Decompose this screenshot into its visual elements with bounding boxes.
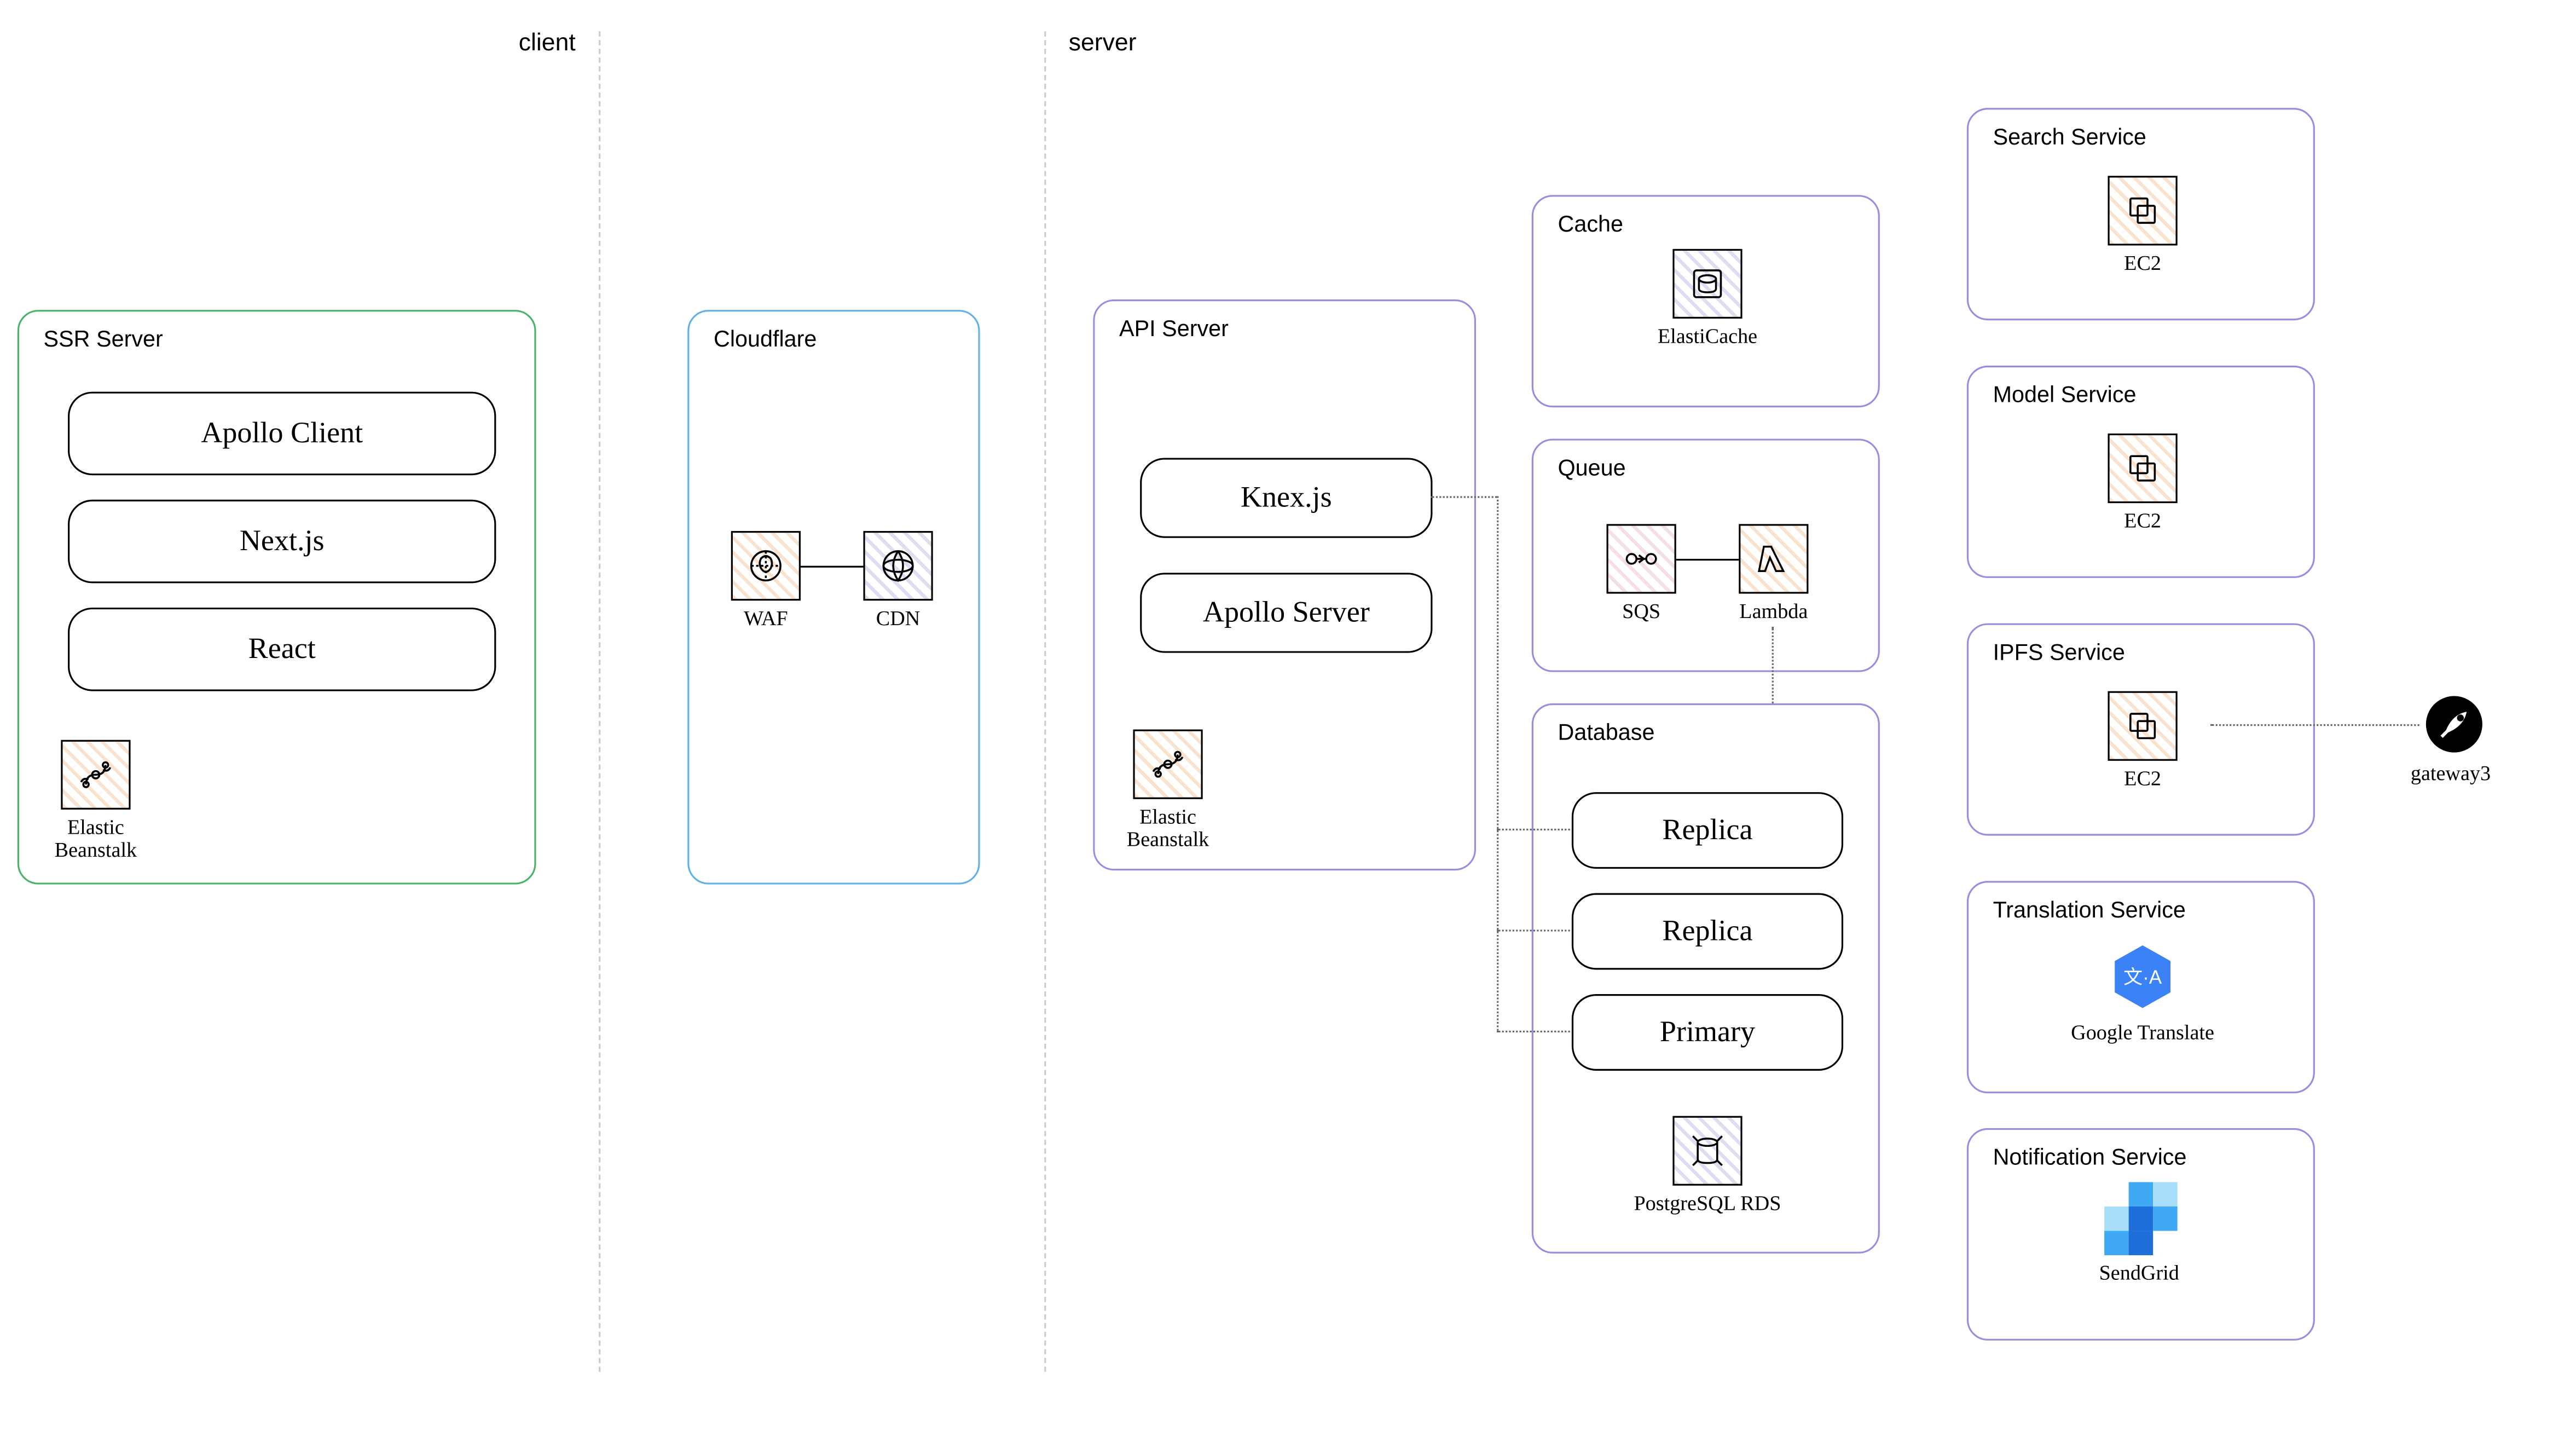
gateway3-label: gateway3 xyxy=(2377,763,2523,786)
pill-knex: Knex.js xyxy=(1140,458,1432,538)
google-translate-icon: 文·A xyxy=(2108,942,2177,1012)
svg-text:文·A: 文·A xyxy=(2123,967,2162,988)
waf-icon xyxy=(731,531,801,601)
sendgrid-label: SendGrid xyxy=(2035,1262,2244,1285)
pill-apollo-client: Apollo Client xyxy=(68,392,496,476)
lambda-icon xyxy=(1739,524,1808,593)
ec2-2-icon xyxy=(2108,434,2177,503)
group-title-ssr: SSR Server xyxy=(44,326,163,352)
group-api: API ServerKnex.jsApollo Server Elastic B… xyxy=(1093,299,1476,870)
rds-label: PostgreSQL RDS xyxy=(1620,1193,1794,1216)
ec2-2-label: EC2 xyxy=(2056,510,2230,533)
eb1-label: Elastic Beanstalk xyxy=(9,817,183,863)
pill-react: React xyxy=(68,608,496,691)
group-title-cache: Cache xyxy=(1558,211,1623,237)
group-title-search: Search Service xyxy=(1993,124,2146,150)
sendgrid-icon xyxy=(2104,1182,2181,1258)
internal-line-cloudflare-0 xyxy=(801,566,863,568)
pill-replica1: Replica xyxy=(1572,792,1843,869)
zone-label-server: server xyxy=(1069,28,1137,56)
sqs-icon xyxy=(1607,524,1676,593)
connector-to-replica1 xyxy=(1497,829,1570,830)
group-title-notification: Notification Service xyxy=(1993,1144,2187,1170)
group-search: Search Service EC2 xyxy=(1967,108,2315,320)
google-translate-label: Google Translate xyxy=(2038,1022,2247,1045)
connector-knex-branch-v xyxy=(1497,496,1498,1030)
group-title-cloudflare: Cloudflare xyxy=(714,326,817,352)
ec2-3-icon xyxy=(2108,691,2177,761)
pill-apollo: Apollo Server xyxy=(1140,573,1432,653)
eb2-icon xyxy=(1133,730,1202,799)
internal-line-queue-0 xyxy=(1676,559,1739,561)
ec2-1-label: EC2 xyxy=(2056,252,2230,275)
elasticache-icon xyxy=(1672,249,1742,319)
divider-div2 xyxy=(1044,31,1046,1372)
group-title-model: Model Service xyxy=(1993,382,2137,408)
ec2-1-icon xyxy=(2108,176,2177,245)
cdn-icon xyxy=(863,531,933,601)
zone-label-client: client xyxy=(519,28,576,56)
group-title-queue: Queue xyxy=(1558,454,1625,481)
eb2-label: Elastic Beanstalk xyxy=(1081,806,1255,852)
rds-icon xyxy=(1672,1116,1742,1186)
pill-nextjs: Next.js xyxy=(68,500,496,584)
group-title-translation: Translation Service xyxy=(1993,897,2186,923)
connector-lambda-down xyxy=(1772,627,1774,703)
group-ipfs: IPFS Service EC2 xyxy=(1967,623,2315,836)
ec2-3-label: EC2 xyxy=(2056,768,2230,791)
group-notification: Notification Service SendGrid xyxy=(1967,1128,2315,1341)
connector-to-replica2 xyxy=(1497,929,1570,931)
group-queue: Queue SQSLambda xyxy=(1532,438,1880,672)
lambda-label: Lambda xyxy=(1687,601,1861,623)
diagram-canvas: client server SSR Server Apollo Client Next.… xyxy=(0,0,2576,1428)
elasticache-label: ElastiCache xyxy=(1620,326,1794,349)
group-cache: Cache ElastiCache xyxy=(1532,195,1880,407)
divider-div1 xyxy=(599,31,600,1372)
group-cloudflare: Cloudflare WAF CDN xyxy=(687,310,980,885)
group-title-ipfs: IPFS Service xyxy=(1993,639,2125,665)
group-title-api: API Server xyxy=(1119,315,1229,342)
connector-knex-branch-h xyxy=(1431,496,1497,498)
group-model: Model Service EC2 xyxy=(1967,366,2315,578)
connector-to-primary xyxy=(1497,1031,1570,1032)
group-ssr: SSR ServerApollo ClientNext.jsReact Elas… xyxy=(18,310,536,885)
cdn-label: CDN xyxy=(811,608,985,631)
eb1-icon xyxy=(61,740,130,810)
group-translation: Translation Service 文·A Google Translate xyxy=(1967,881,2315,1093)
group-database: Database Replica Replica Primary PostgreSQL… xyxy=(1532,703,1880,1254)
group-title-database: Database xyxy=(1558,719,1654,746)
pill-replica2: Replica xyxy=(1572,893,1843,970)
connector-ipfs-gw xyxy=(2210,724,2419,726)
gateway3-icon xyxy=(2419,689,2489,759)
pill-primary: Primary xyxy=(1572,994,1843,1071)
